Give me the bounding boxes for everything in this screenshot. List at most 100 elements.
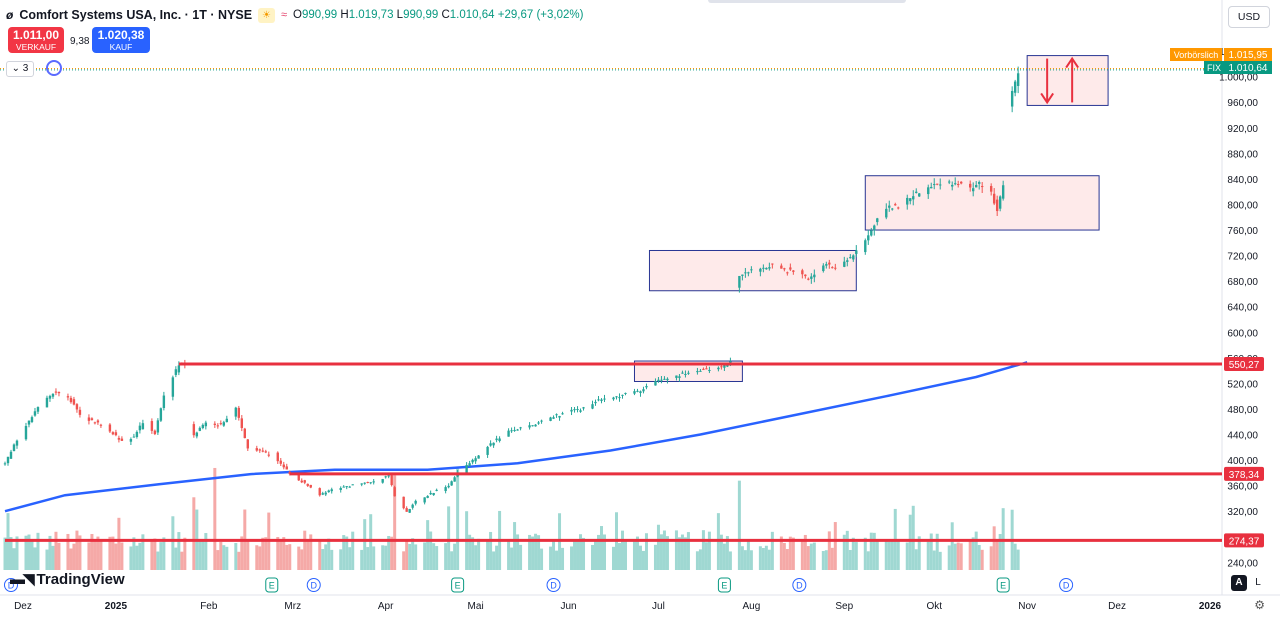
candle-body	[327, 490, 330, 493]
candle	[405, 506, 408, 512]
volume-bar	[255, 545, 259, 570]
candle-body	[519, 427, 522, 429]
candle	[423, 497, 426, 505]
indicators-toggle[interactable]: ⌄ 3	[6, 61, 34, 77]
candles	[3, 66, 1020, 513]
volume-bar	[863, 537, 867, 570]
gear-icon[interactable]: ⚙	[1254, 598, 1265, 612]
candle	[219, 420, 223, 426]
candle	[534, 424, 537, 427]
auto-scale-button[interactable]: A	[1231, 575, 1247, 591]
volume-bar	[408, 543, 412, 570]
candle-body	[495, 438, 498, 441]
candle-body	[570, 409, 573, 412]
event-marker-label: E	[1000, 581, 1006, 591]
candle	[369, 482, 372, 485]
volume-bar	[683, 537, 687, 570]
candle	[684, 370, 687, 378]
volume-bar	[632, 540, 636, 570]
volume-bar	[351, 531, 355, 570]
symbol-title[interactable]: Comfort Systems USA, Inc. · 1T · NYSE	[19, 8, 253, 22]
level-label-bg	[1224, 533, 1264, 548]
candle-body	[789, 267, 792, 270]
level-label: 378,34	[1229, 470, 1260, 481]
volume-bar	[537, 535, 541, 570]
volume-bar	[156, 551, 160, 570]
tradingview-logo[interactable]: ▬◥ TradingView	[10, 570, 125, 589]
volume-bar	[432, 543, 436, 570]
volume-bar	[387, 535, 391, 570]
candle-body	[159, 408, 163, 421]
level-label-bg	[1224, 357, 1264, 372]
volume-bar	[968, 541, 972, 570]
moving-average-line	[4, 361, 1028, 513]
log-scale-button[interactable]: L	[1255, 577, 1261, 588]
candle-body	[992, 193, 996, 204]
candle	[870, 227, 873, 237]
premarket-value: 1.015,95	[1229, 50, 1268, 61]
top-drag-handle[interactable]	[708, 0, 906, 3]
volume-bar	[977, 545, 981, 570]
volume-bar	[246, 538, 250, 570]
replay-icon[interactable]	[46, 60, 62, 76]
candle-body	[894, 204, 897, 206]
candle-body	[96, 420, 100, 423]
buy-button[interactable]: 1.020,38 KAUF	[92, 27, 150, 53]
currency-selector[interactable]: USD	[1228, 6, 1270, 28]
volume-bar	[114, 543, 118, 570]
sync-icon[interactable]: ≈	[281, 8, 288, 21]
volume-bar	[1013, 543, 1017, 570]
candle	[519, 426, 522, 431]
candle	[918, 192, 921, 197]
volume-bar	[591, 544, 595, 570]
candle	[600, 398, 603, 404]
candle-body	[93, 422, 97, 424]
candle-body	[54, 391, 58, 393]
volume-bar	[890, 541, 894, 570]
candle-body	[477, 455, 480, 459]
volume-bar	[96, 536, 100, 570]
dividend-marker	[3, 578, 18, 592]
candle	[222, 420, 226, 427]
volume-bar	[707, 531, 711, 570]
candle-body	[267, 454, 270, 456]
candle	[48, 394, 52, 402]
volume-bar	[842, 534, 846, 570]
candle	[971, 182, 975, 197]
volume-bar	[321, 549, 325, 570]
volume-bar	[66, 533, 70, 570]
sell-button[interactable]: 1.011,00 VERKAUF	[8, 27, 64, 53]
candle-body	[747, 272, 750, 274]
candle	[69, 395, 73, 404]
candle-body	[906, 197, 909, 205]
volume-bar	[87, 542, 91, 570]
market-status-icon[interactable]: ☀	[258, 7, 275, 23]
volume-bar	[767, 549, 771, 570]
volume-bar	[153, 538, 157, 570]
candle	[759, 267, 762, 277]
candle	[444, 485, 447, 494]
candle	[384, 475, 387, 479]
volume-bar	[222, 545, 226, 570]
candle	[474, 456, 477, 464]
candle	[129, 437, 133, 446]
volume-bar	[225, 546, 229, 570]
candle-body	[405, 508, 408, 512]
y-tick-label: 480,00	[1227, 405, 1258, 416]
candle-body	[444, 487, 447, 492]
candle	[54, 388, 58, 396]
candle-body	[3, 463, 7, 465]
volume-bar	[150, 540, 154, 570]
candle-body	[51, 393, 55, 397]
candle-body	[30, 417, 34, 422]
candle	[615, 396, 618, 400]
candle-body	[771, 263, 774, 265]
candle	[408, 508, 411, 513]
candle	[666, 377, 669, 384]
volume-bar	[638, 545, 642, 570]
candle-body	[696, 371, 699, 373]
candle	[561, 411, 564, 415]
candle	[989, 183, 993, 196]
candle-body	[225, 418, 229, 423]
